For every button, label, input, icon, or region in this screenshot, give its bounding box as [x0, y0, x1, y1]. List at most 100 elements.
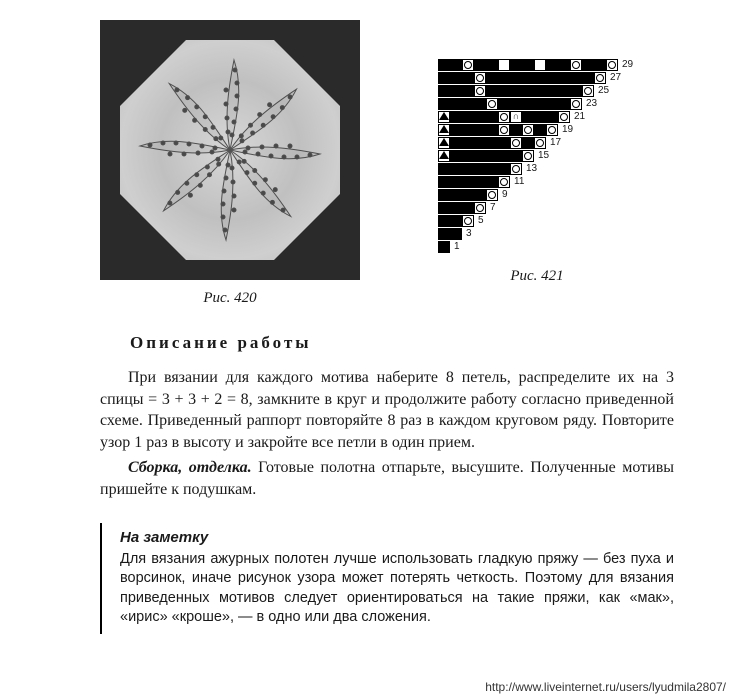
chart-row-number: 11 [510, 176, 528, 187]
chart-cell [498, 59, 510, 71]
chart-row-number: 27 [606, 72, 624, 83]
chart-cell [474, 59, 486, 71]
chart-cell [498, 176, 510, 188]
chart-row: 7 [438, 201, 636, 214]
chart-row: 1 [438, 240, 636, 253]
chart-cell [474, 163, 486, 175]
chart-row-number: 15 [534, 150, 552, 161]
chart-cell [438, 176, 450, 188]
chart-cell [558, 59, 570, 71]
flower-pattern-icon [120, 40, 340, 260]
chart-cell [522, 59, 534, 71]
chart-row: 13 [438, 162, 636, 175]
chart-cell [558, 85, 570, 97]
chart-cell [438, 72, 450, 84]
footer-url: http://www.liveinternet.ru/users/lyudmil… [485, 680, 726, 694]
chart-cell [486, 137, 498, 149]
chart-cell [462, 72, 474, 84]
chart-cell [486, 124, 498, 136]
chart-cell [486, 85, 498, 97]
chart-cell [558, 111, 570, 123]
chart-cell [606, 59, 618, 71]
chart-cell [486, 163, 498, 175]
chart-cell [474, 85, 486, 97]
photo-caption: Рис. 420 [100, 290, 360, 307]
para2-lead: Сборка, отделка. [128, 459, 252, 476]
chart-cell [438, 189, 450, 201]
chart-cell [450, 72, 462, 84]
chart-cell [522, 137, 534, 149]
chart-cell [462, 215, 474, 227]
chart-cell [498, 85, 510, 97]
chart-cell [462, 85, 474, 97]
chart-cell [450, 150, 462, 162]
chart-cell [438, 85, 450, 97]
chart-cell [474, 111, 486, 123]
chart-cell [450, 59, 462, 71]
chart-cell [486, 176, 498, 188]
chart-cell [486, 72, 498, 84]
chart-cell [462, 163, 474, 175]
chart-cell [438, 111, 450, 123]
chart-cell [462, 98, 474, 110]
chart-cell [546, 124, 558, 136]
chart-cell [510, 150, 522, 162]
chart-cell [534, 124, 546, 136]
chart-cell [510, 163, 522, 175]
chart-row-number: 3 [462, 228, 480, 239]
note-box: На заметку Для вязания ажурных полотен л… [100, 523, 674, 634]
chart-cell [546, 59, 558, 71]
chart-cell [534, 59, 546, 71]
chart-cell [438, 241, 450, 253]
chart-row-number: 13 [522, 163, 540, 174]
chart-cell [522, 111, 534, 123]
chart-cell [498, 163, 510, 175]
chart-cell [462, 150, 474, 162]
chart-cell [486, 98, 498, 110]
chart-cell [462, 202, 474, 214]
chart-cell [510, 98, 522, 110]
chart-row-number: 9 [498, 189, 516, 200]
section-heading: Описание работы [130, 333, 674, 353]
chart-cell [582, 72, 594, 84]
chart-cell [438, 215, 450, 227]
body-text: При вязании для каждого мотива наберите … [100, 367, 674, 501]
note-title: На заметку [120, 529, 674, 546]
chart-cell [450, 111, 462, 123]
chart-cell [522, 85, 534, 97]
paragraph-1: При вязании для каждого мотива наберите … [100, 367, 674, 453]
chart-cell [498, 150, 510, 162]
chart-row-number: 19 [558, 124, 576, 135]
chart-row: 11 [438, 175, 636, 188]
chart-cell [510, 124, 522, 136]
chart-cell [474, 137, 486, 149]
chart-cell [522, 150, 534, 162]
chart-cell [450, 202, 462, 214]
chart-cell [438, 150, 450, 162]
chart-cell [474, 176, 486, 188]
octagon-shape [120, 40, 340, 260]
chart-row: 5 [438, 214, 636, 227]
chart-cell [450, 98, 462, 110]
chart-cell [558, 98, 570, 110]
chart-row-number: 7 [486, 202, 504, 213]
chart-cell [510, 137, 522, 149]
chart-cell [486, 150, 498, 162]
chart-cell [438, 59, 450, 71]
chart-cell [582, 59, 594, 71]
chart-cell [438, 98, 450, 110]
chart-row: 17 [438, 136, 636, 149]
chart-row: 27 [438, 71, 636, 84]
chart-cell [450, 124, 462, 136]
chart-cell [558, 72, 570, 84]
chart-cell [450, 163, 462, 175]
chart-row: 3 [438, 227, 636, 240]
chart-cell [522, 72, 534, 84]
chart-cell [438, 163, 450, 175]
chart-cell [546, 111, 558, 123]
chart-cell [534, 85, 546, 97]
chart-cell [462, 176, 474, 188]
knitting-chart: 29272523∩21191715131197531 [438, 58, 636, 253]
chart-row-number: 29 [618, 59, 636, 70]
chart-row: 23 [438, 97, 636, 110]
